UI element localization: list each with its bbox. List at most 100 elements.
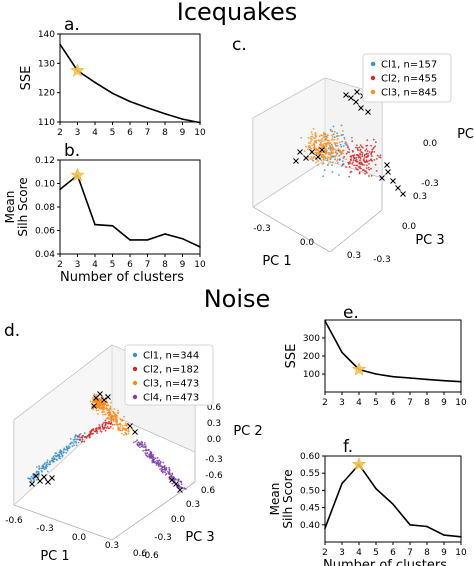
scatter-point xyxy=(371,160,373,162)
scatter-point xyxy=(316,152,319,155)
scatter-point xyxy=(312,127,315,130)
scatter-point xyxy=(77,441,80,444)
y-axis-label-line2: Silh Score xyxy=(16,177,30,236)
scatter-point xyxy=(152,459,155,462)
scatter-point xyxy=(96,428,98,430)
scatter-point xyxy=(371,150,374,153)
scatter-point xyxy=(340,134,343,137)
scatter-point xyxy=(320,141,322,144)
data-point xyxy=(375,487,377,490)
scatter-point xyxy=(359,159,361,162)
scatter-point xyxy=(345,158,347,161)
scatter-point xyxy=(362,146,364,149)
scatter-point xyxy=(45,467,47,469)
chart-panel-d: d.-0.6-0.30.00.30.60.60.30.0-0.3-0.60.60… xyxy=(4,321,263,564)
scatter-point xyxy=(104,413,107,416)
y-tick-label: 140 xyxy=(38,30,55,40)
pc1-axis-label: PC 1 xyxy=(262,254,291,269)
scatter-point xyxy=(340,124,343,127)
scatter-point xyxy=(118,423,121,425)
scatter-point xyxy=(81,435,84,438)
scatter-point xyxy=(145,448,148,451)
scatter-point xyxy=(150,456,153,459)
scatter-point xyxy=(317,164,319,166)
scatter-point xyxy=(321,140,324,143)
scatter-point xyxy=(58,451,61,454)
scatter-point xyxy=(150,451,153,454)
scatter-point xyxy=(73,436,76,439)
scatter-point xyxy=(332,148,334,151)
scatter-point xyxy=(71,445,74,448)
scatter-point xyxy=(127,428,130,431)
scatter-point xyxy=(30,475,33,478)
pc1-tick-label: 0.3 xyxy=(105,541,119,551)
scatter-point xyxy=(148,454,150,456)
scatter-point xyxy=(78,438,81,441)
y-tick-label: 0.10 xyxy=(35,180,55,190)
scatter-point xyxy=(44,468,46,471)
chart-panel-a: 2 3 4 5 6 7 8 9 10 110 120 130 140 a. SSE xyxy=(19,15,206,138)
legend-marker xyxy=(370,75,376,81)
scatter-point xyxy=(69,438,72,440)
data-point xyxy=(94,81,96,84)
centroid-marker xyxy=(390,178,396,184)
scatter-point xyxy=(352,150,354,153)
axis-pane-edge xyxy=(13,504,113,541)
scatter-point xyxy=(372,138,375,141)
scatter-point xyxy=(367,166,370,169)
pc3-tick-label: 0.3 xyxy=(413,192,427,202)
scatter-point xyxy=(355,146,357,149)
scatter-point xyxy=(120,419,123,422)
data-point xyxy=(129,239,131,241)
scatter-point xyxy=(146,452,148,455)
scatter-point xyxy=(331,138,334,141)
y-tick-label: 110 xyxy=(38,118,55,128)
scatter-point xyxy=(313,156,315,158)
legend-label: Cl1, n=157 xyxy=(381,60,437,71)
scatter-point xyxy=(106,409,108,412)
scatter-point xyxy=(134,440,137,443)
scatter-point xyxy=(327,147,330,150)
scatter-point xyxy=(353,157,356,160)
scatter-point xyxy=(356,153,358,156)
legend-box xyxy=(124,344,214,406)
axis-pane xyxy=(14,345,112,505)
optimal-k-star-marker xyxy=(70,167,85,182)
pc3-tick-label: -0.6 xyxy=(141,551,159,561)
pc1-axis-label: PC 1 xyxy=(40,549,69,564)
scatter-point xyxy=(59,457,62,460)
centroid-marker xyxy=(358,105,364,111)
y-tick-label: 0.55 xyxy=(300,469,320,479)
scatter-point xyxy=(92,408,94,411)
scatter-point xyxy=(352,159,355,162)
scatter-point xyxy=(183,487,186,490)
scatter-point xyxy=(315,148,318,151)
centroid-marker xyxy=(29,481,35,487)
scatter-point xyxy=(157,464,160,467)
data-point xyxy=(129,100,131,103)
data-point xyxy=(164,233,166,235)
scatter-point xyxy=(368,163,370,165)
scatter-point xyxy=(322,143,325,146)
x-tick-label: 3 xyxy=(75,260,81,270)
scatter-point xyxy=(363,164,365,166)
x-tick-label: 8 xyxy=(424,398,430,408)
scatter-point xyxy=(332,133,335,136)
scatter-point xyxy=(65,451,68,454)
axis-pane-edge xyxy=(329,209,383,253)
centroid-marker xyxy=(127,423,133,429)
legend-label: Cl3, n=845 xyxy=(381,88,437,99)
y-tick-label: 0.45 xyxy=(300,504,320,514)
scatter-point xyxy=(102,403,105,405)
scatter-point xyxy=(155,464,158,466)
pc1-tick-label: 0.0 xyxy=(72,533,87,543)
scatter-point xyxy=(365,170,367,173)
scatter-point xyxy=(333,130,336,133)
pc3-tick-label: 0.6 xyxy=(201,486,216,496)
scatter-point xyxy=(357,149,359,152)
scatter-point xyxy=(348,166,351,168)
scatter-point xyxy=(168,468,171,471)
scatter-point xyxy=(106,425,109,428)
scatter-point xyxy=(335,144,337,147)
scatter-point xyxy=(113,423,116,426)
